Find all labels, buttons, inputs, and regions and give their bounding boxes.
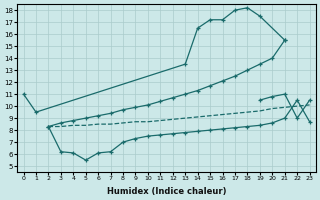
X-axis label: Humidex (Indice chaleur): Humidex (Indice chaleur) <box>107 187 226 196</box>
